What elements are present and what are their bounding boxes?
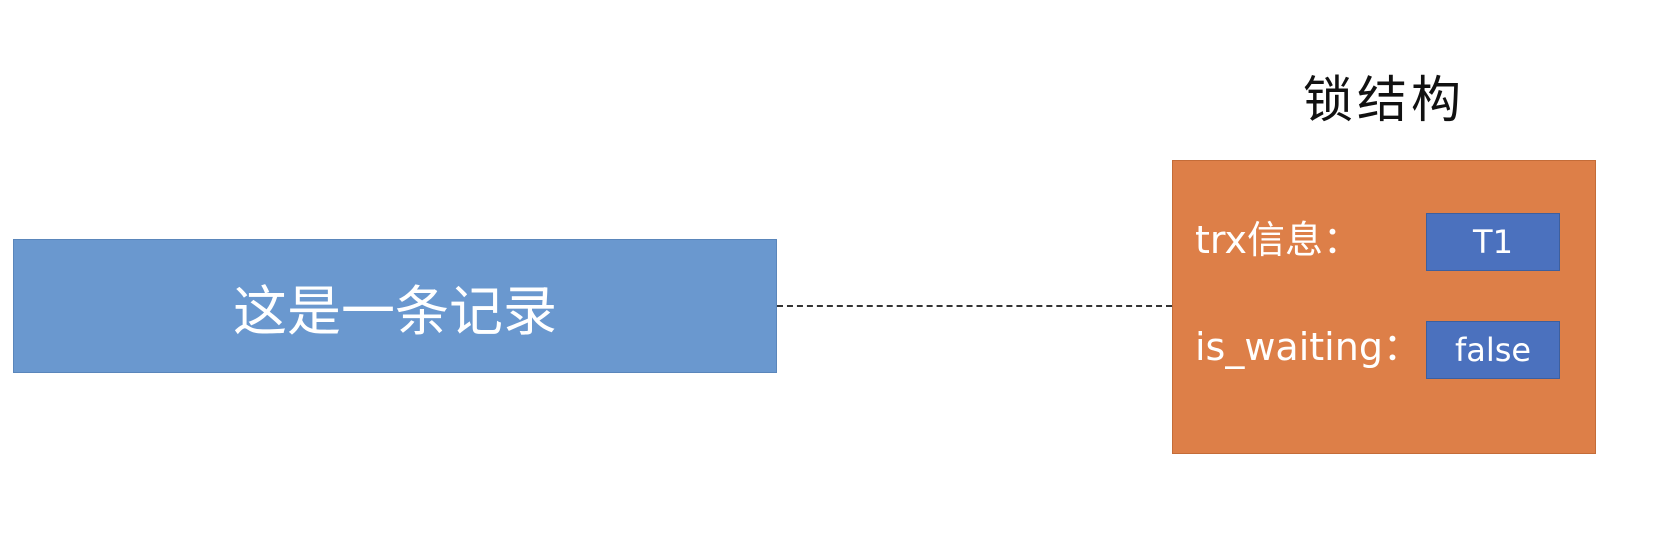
trx-value-box: T1 <box>1426 213 1560 271</box>
is-waiting-label: is_waiting： <box>1195 325 1421 369</box>
record-box: 这是一条记录 <box>13 239 777 373</box>
record-label: 这是一条记录 <box>233 279 557 343</box>
trx-value: T1 <box>1473 223 1513 261</box>
lock-structure-box: trx信息： T1 is_waiting： false <box>1172 160 1596 454</box>
lock-structure-title: 锁结构 <box>1303 71 1465 129</box>
is-waiting-value: false <box>1454 331 1532 369</box>
is-waiting-value-box: false <box>1426 321 1560 379</box>
dashed-connector <box>777 305 1172 307</box>
trx-info-label: trx信息： <box>1195 218 1361 262</box>
